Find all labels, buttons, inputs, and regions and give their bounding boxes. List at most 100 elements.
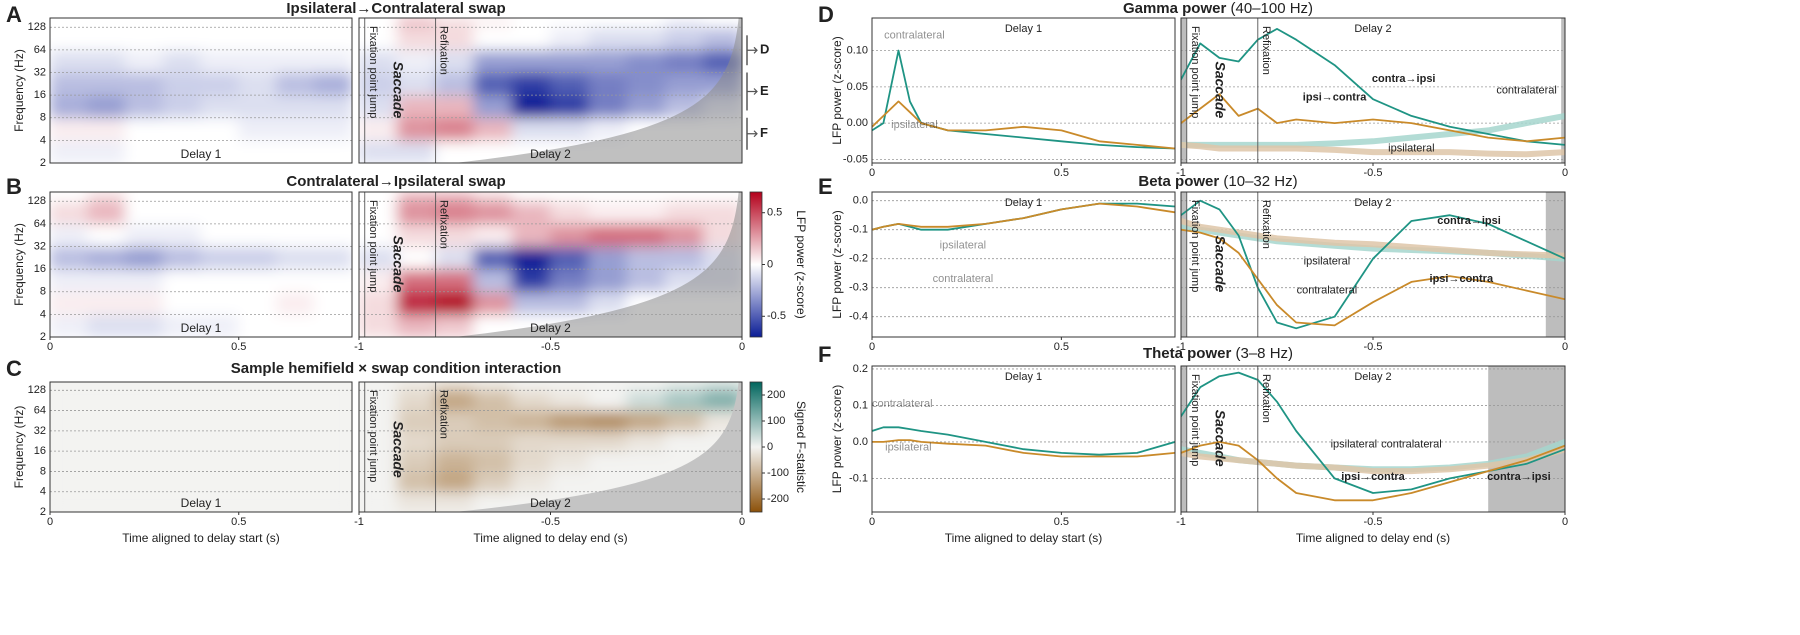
heatmap-cell (473, 291, 513, 315)
heatmap-cell (396, 470, 437, 493)
heatmap-cell (125, 18, 164, 28)
shaded-region (1181, 18, 1187, 163)
heatmap-cell (87, 18, 126, 28)
heatmap-cell (125, 223, 164, 248)
heatmap-cell (396, 223, 437, 248)
heatmap-cell (473, 470, 513, 493)
heatmap-cell (162, 430, 202, 452)
heatmap-cell (359, 410, 398, 432)
heatmap-cell (396, 491, 437, 512)
heatmap-cell (238, 94, 277, 119)
y-tick-label: 128 (28, 195, 46, 207)
title-text: Contralateral→Ipsilateral swap (286, 173, 505, 190)
series-line (872, 426, 1175, 456)
heatmap-cell (238, 491, 277, 512)
series-line (1181, 112, 1565, 148)
plot-background (1181, 192, 1565, 337)
heatmap-cell (276, 49, 315, 74)
heatmap-cell (238, 313, 277, 337)
heatmap-cell (703, 192, 742, 202)
y-tick-label: -0.3 (849, 282, 868, 294)
heatmap-cell (313, 291, 352, 315)
heatmap-cell (511, 72, 551, 96)
heatmap-cell (50, 313, 89, 337)
heatmap-cells (50, 192, 352, 337)
heatmap-cell (359, 313, 398, 337)
heatmap-cell (359, 139, 398, 163)
heatmap-cell (664, 192, 705, 202)
y-tick-label: -0.05 (843, 153, 868, 165)
event-annotation: Refixation (438, 390, 450, 439)
heatmap-cell (276, 389, 315, 412)
event-annotation: Fixation point jump (1189, 200, 1201, 292)
series-line (1181, 28, 1565, 146)
x-axis-label: Time aligned to delay start (s) (945, 531, 1103, 545)
y-tick-label: -0.4 (849, 311, 868, 323)
heatmap-cell (626, 94, 666, 119)
y-axis-label: Frequency (Hz) (12, 49, 26, 132)
heatmap-cell (313, 313, 352, 337)
heatmap-cell (550, 192, 590, 202)
heatmap-cell (626, 268, 666, 293)
heatmap-cell (550, 49, 590, 74)
heatmap-cell (359, 94, 398, 119)
band-label: E (760, 83, 769, 98)
heatmap-cell (200, 470, 240, 493)
heatmap-cell (276, 491, 315, 512)
series-line (1181, 199, 1565, 330)
event-annotation: Saccade (391, 236, 407, 293)
heatmap-cell (473, 192, 513, 202)
heatmap-cell (313, 49, 352, 74)
heatmap-cell (238, 246, 277, 270)
heatmap-cell (703, 18, 742, 28)
heatmap-cell (125, 410, 164, 432)
series-line (872, 49, 1175, 150)
heatmap-cell (162, 192, 202, 202)
heatmap-cell (511, 389, 551, 412)
heatmap-cell (473, 410, 513, 432)
heatmap-cell (626, 26, 666, 51)
heatmap-cell (276, 246, 315, 270)
x-tick-label: -1 (354, 341, 364, 353)
heatmap-cell (125, 139, 164, 163)
heatmap-cell (511, 200, 551, 225)
plot-area (1181, 18, 1565, 163)
heatmap-cell (50, 450, 89, 472)
heatmap-cell (473, 223, 513, 248)
x-tick-label: 0 (1562, 167, 1568, 179)
heatmap-cell (313, 450, 352, 472)
heatmap-cell (588, 291, 628, 315)
heatmap-cell (511, 246, 551, 270)
panel-letter: A (6, 2, 22, 27)
plot-background (872, 192, 1175, 337)
heatmap-cell (313, 246, 352, 270)
heatmap-cell (200, 430, 240, 452)
heatmap-cell (435, 200, 475, 225)
heatmap-cell (435, 117, 475, 141)
cone-of-influence (454, 382, 742, 512)
heatmap-cell (162, 491, 202, 512)
colorbar-tick-label: 0 (767, 441, 773, 453)
heatmap-cell (125, 72, 164, 96)
heatmap-cell (550, 268, 590, 293)
colorbar-tick-label: -200 (767, 493, 789, 505)
heatmap-cell (396, 26, 437, 51)
shaded-region (1545, 192, 1565, 337)
heatmap-cell (313, 382, 352, 391)
heatmap-cell (276, 94, 315, 119)
band-arrow (747, 88, 758, 95)
y-tick-label: 4 (40, 308, 46, 320)
heatmap-cell (511, 450, 551, 472)
delay-label: Delay 1 (181, 496, 222, 510)
plot-area (872, 192, 1175, 337)
heatmap-cell (664, 246, 705, 270)
heatmap-cell (313, 410, 352, 432)
heatmap-cell (125, 291, 164, 315)
y-tick-label: 8 (40, 286, 46, 298)
heatmap-cell (50, 94, 89, 119)
heatmap-cell (50, 389, 89, 412)
heatmap-cell (162, 117, 202, 141)
heatmap-cell (473, 94, 513, 119)
plot-area (872, 18, 1175, 163)
delay-label: Delay 2 (530, 496, 571, 510)
